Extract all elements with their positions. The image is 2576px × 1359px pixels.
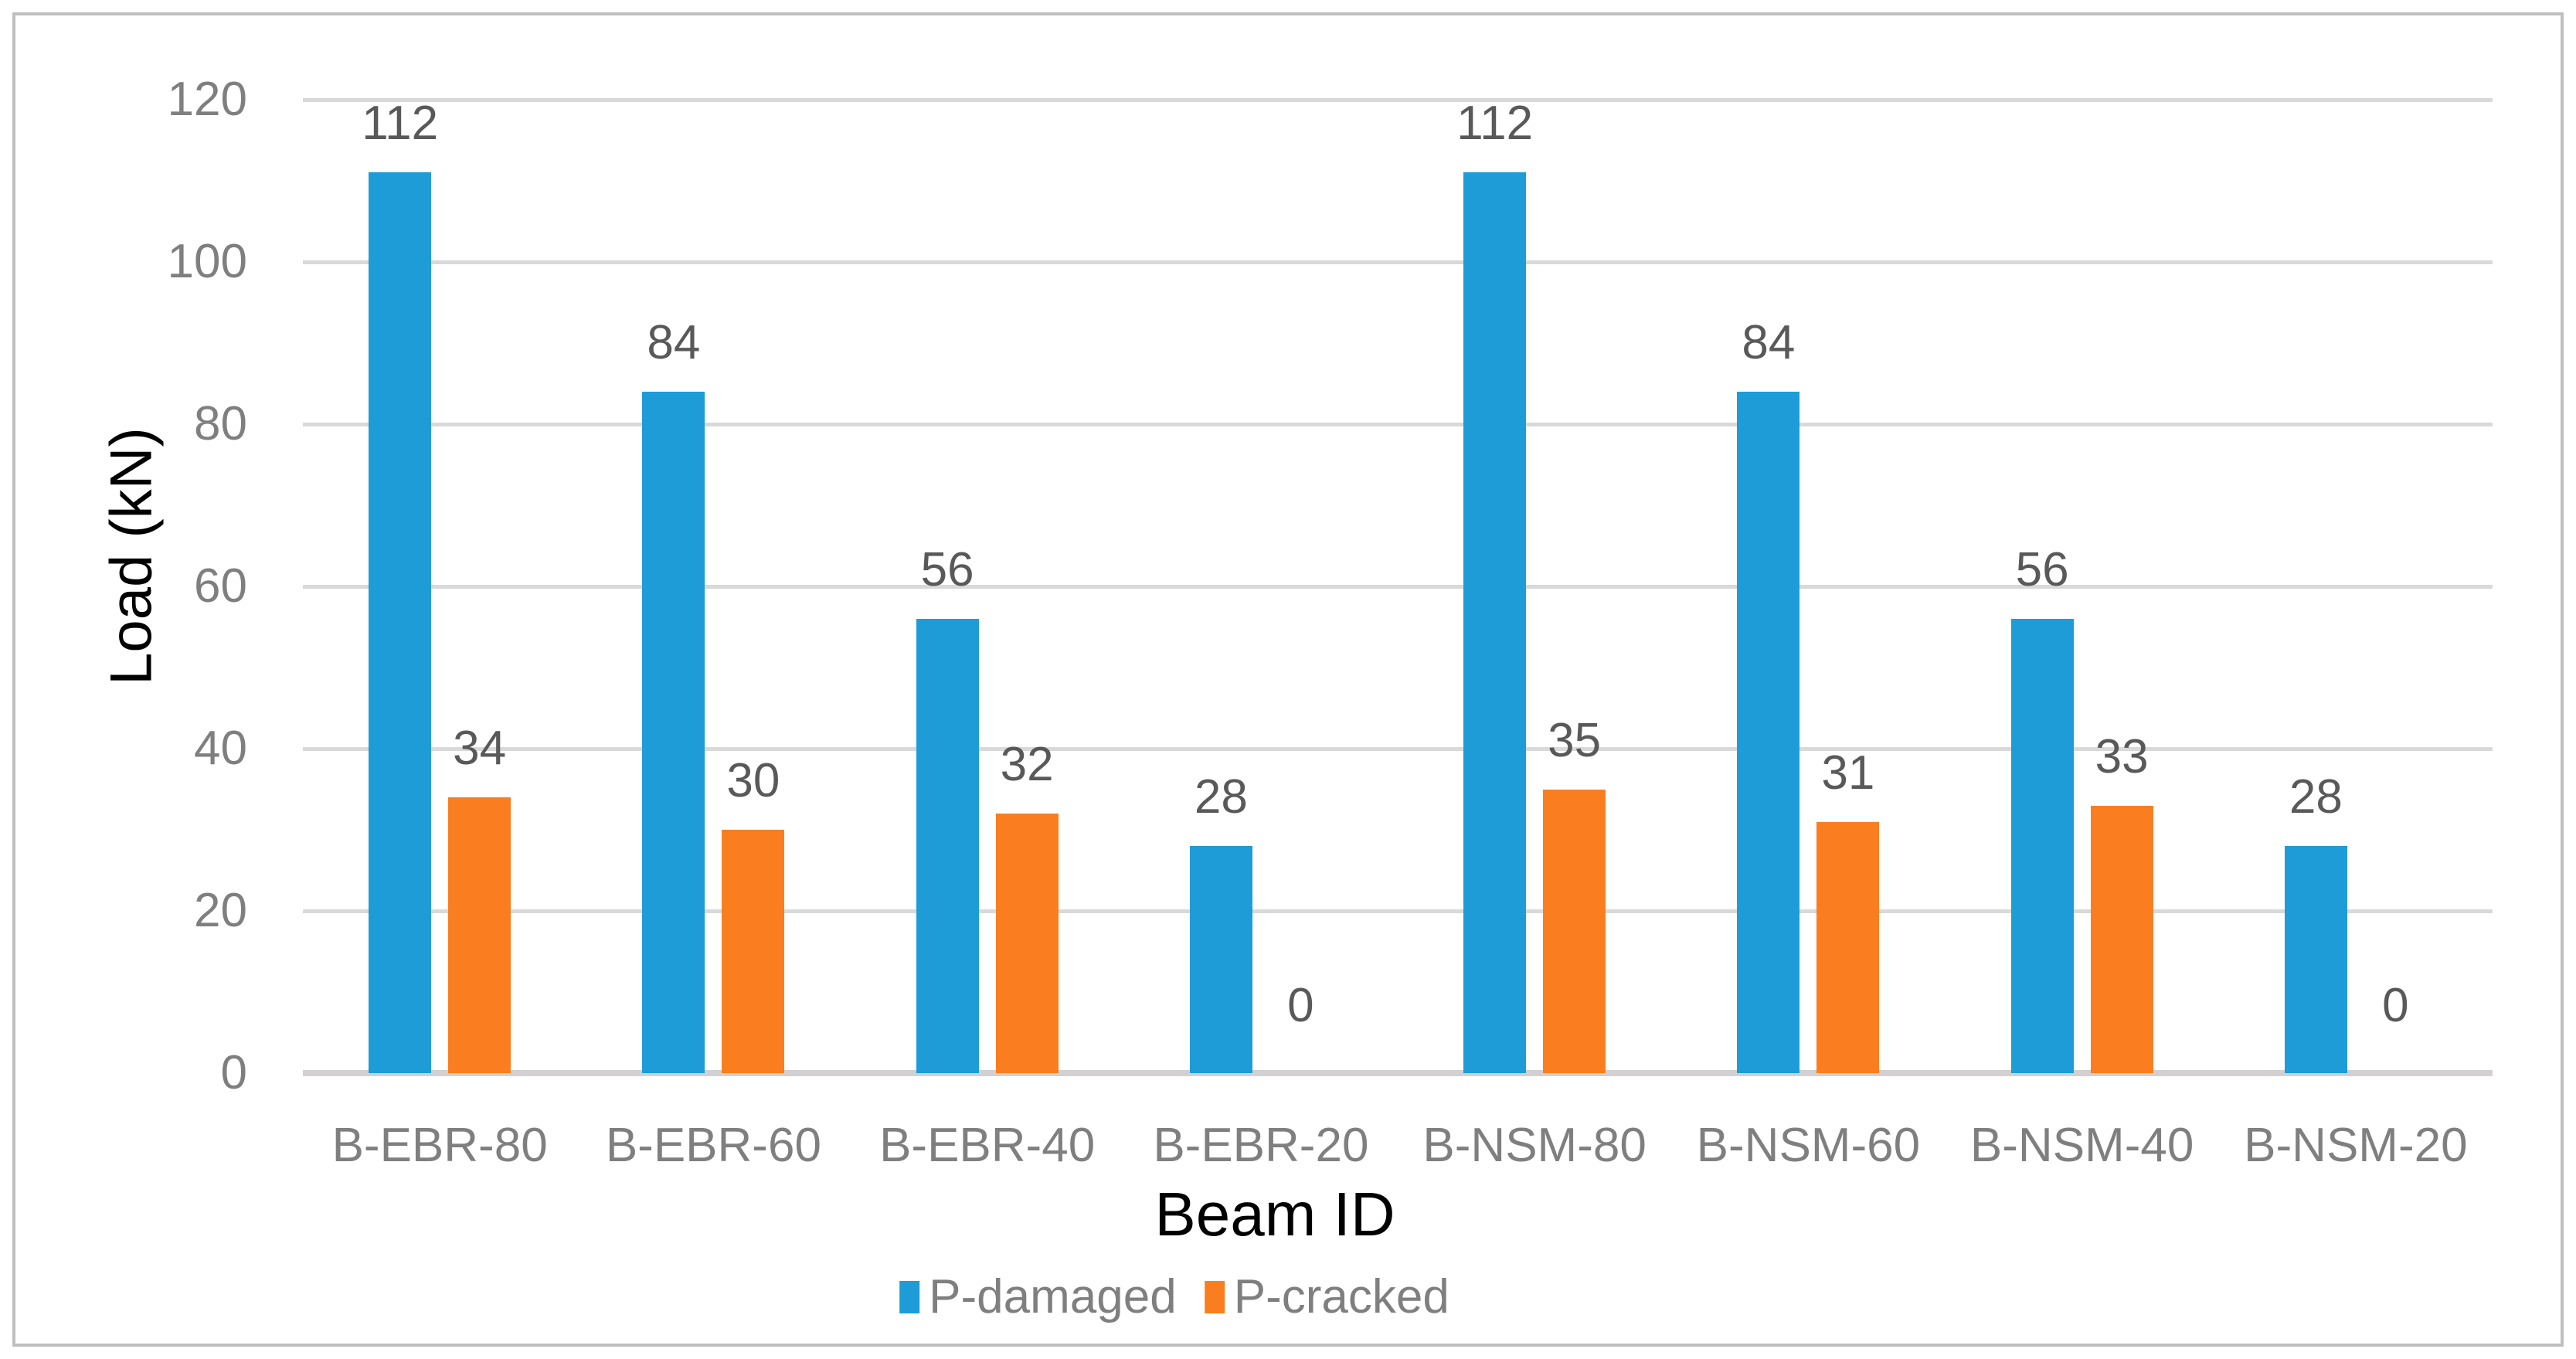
y-tick-label-0: 0 bbox=[220, 1046, 247, 1099]
data-label: 32 bbox=[1000, 738, 1054, 791]
bar-p-damaged bbox=[2284, 846, 2347, 1073]
x-axis-tick-labels: B-EBR-80 B-EBR-60 B-EBR-40 B-EBR-20 B-NSM-80… bbox=[303, 1119, 2493, 1173]
x-axis-title: Beam ID bbox=[1154, 1180, 1395, 1249]
data-label: 0 bbox=[1287, 979, 1314, 1032]
data-label: 33 bbox=[2095, 729, 2149, 783]
x-tick-label-b-ebr-40: B-EBR-40 bbox=[879, 1119, 1096, 1172]
bar-slot-p-cracked: 0 bbox=[1269, 100, 1332, 1073]
bar-group-b-nsm-60: 84 31 bbox=[1671, 100, 1945, 1073]
bar-group-b-nsm-20: 28 0 bbox=[2219, 100, 2493, 1073]
data-label: 84 bbox=[1742, 316, 1796, 369]
x-tick-label-b-nsm-60: B-NSM-60 bbox=[1696, 1119, 1921, 1172]
data-label: 28 bbox=[2289, 770, 2343, 824]
legend-item-p-damaged: P-damaged bbox=[899, 1273, 1177, 1321]
bar-group-b-ebr-40: 56 32 bbox=[851, 100, 1124, 1073]
y-tick-label-120: 120 bbox=[167, 73, 247, 126]
bar-group-b-ebr-80: 112 34 bbox=[303, 100, 576, 1073]
bar-slot-p-damaged: 112 bbox=[1456, 100, 1533, 1073]
y-tick-label-20: 20 bbox=[194, 884, 247, 937]
bar-slot-p-cracked: 0 bbox=[2364, 100, 2427, 1073]
data-label: 28 bbox=[1194, 770, 1248, 824]
legend: P-damaged P-cracked bbox=[899, 1273, 1449, 1321]
bar-slot-p-damaged: 28 bbox=[1189, 100, 1252, 1073]
gridline-100 bbox=[303, 260, 2493, 264]
data-label: 35 bbox=[1548, 713, 1602, 767]
bar-p-damaged bbox=[916, 619, 979, 1073]
bar-slot-p-damaged: 84 bbox=[1737, 100, 1800, 1073]
bar-p-damaged bbox=[1463, 172, 1527, 1073]
bar-slot-p-cracked: 31 bbox=[1816, 100, 1880, 1073]
plot-area: 112 34 84 30 56 32 28 0 112 35 84 31 56 33 28 0 bbox=[303, 97, 2493, 1076]
bar-p-cracked bbox=[1816, 821, 1880, 1073]
legend-item-p-cracked: P-cracked bbox=[1204, 1270, 1449, 1323]
bar-slot-p-damaged: 84 bbox=[642, 100, 705, 1073]
bar-group-b-ebr-20: 28 0 bbox=[1124, 100, 1398, 1073]
x-axis-line bbox=[303, 1070, 2493, 1076]
y-tick-label-100: 100 bbox=[167, 235, 247, 288]
bar-slot-p-cracked: 33 bbox=[2090, 100, 2153, 1073]
gridline-40 bbox=[303, 746, 2493, 751]
legend-marker-p-cracked bbox=[1204, 1281, 1225, 1313]
data-label: 84 bbox=[647, 316, 701, 369]
y-tick-label-80: 80 bbox=[194, 397, 247, 450]
data-label: 56 bbox=[2015, 543, 2069, 596]
bar-slot-p-damaged: 28 bbox=[2284, 100, 2347, 1073]
bar-group-b-ebr-60: 84 30 bbox=[576, 100, 850, 1073]
bar-p-damaged bbox=[642, 392, 705, 1073]
legend-marker-p-damaged bbox=[899, 1281, 920, 1313]
bar-slot-p-damaged: 56 bbox=[2010, 100, 2074, 1073]
bar-p-damaged bbox=[369, 172, 432, 1073]
bar-slot-p-cracked: 35 bbox=[1543, 100, 1606, 1073]
gridline-80 bbox=[303, 422, 2493, 426]
bar-slot-p-cracked: 32 bbox=[995, 100, 1059, 1073]
x-tick-label-b-ebr-80: B-EBR-80 bbox=[331, 1119, 548, 1172]
data-label: 30 bbox=[726, 754, 780, 807]
bar-groups: 112 34 84 30 56 32 28 0 112 35 84 31 56 33 28 0 bbox=[303, 100, 2493, 1073]
bar-slot-p-cracked: 34 bbox=[448, 100, 511, 1073]
bar-group-b-nsm-80: 112 35 bbox=[1398, 100, 1671, 1073]
data-label: 0 bbox=[2382, 979, 2409, 1032]
gridline-60 bbox=[303, 584, 2493, 589]
data-label: 112 bbox=[1456, 97, 1534, 150]
bar-p-cracked bbox=[722, 830, 785, 1073]
bar-p-cracked bbox=[448, 797, 511, 1073]
chart-frame: Load (kN) 112 34 84 30 56 32 28 0 112 35 84 31 56 33 2… bbox=[12, 12, 2564, 1347]
bar-p-damaged bbox=[2010, 619, 2074, 1073]
bar-p-damaged bbox=[1189, 846, 1252, 1073]
x-tick-label-b-ebr-20: B-EBR-20 bbox=[1153, 1119, 1369, 1172]
bar-p-cracked bbox=[995, 814, 1059, 1073]
bar-group-b-nsm-40: 56 33 bbox=[1946, 100, 2219, 1073]
bar-p-damaged bbox=[1737, 392, 1800, 1073]
data-label: 112 bbox=[362, 97, 439, 150]
bar-p-cracked bbox=[2090, 805, 2153, 1073]
y-tick-label-60: 60 bbox=[194, 559, 247, 613]
x-tick-label-b-nsm-20: B-NSM-20 bbox=[2244, 1119, 2468, 1172]
gridline-20 bbox=[303, 909, 2493, 913]
data-label: 34 bbox=[453, 722, 507, 775]
legend-label-p-damaged: P-damaged bbox=[929, 1270, 1177, 1323]
bar-slot-p-damaged: 112 bbox=[362, 100, 438, 1073]
y-tick-label-40: 40 bbox=[194, 722, 247, 775]
y-axis-tick-labels: 0 20 40 60 80 100 120 bbox=[15, 76, 247, 1097]
bar-slot-p-cracked: 30 bbox=[722, 100, 785, 1073]
x-tick-label-b-nsm-80: B-NSM-80 bbox=[1422, 1119, 1647, 1172]
gridline-120 bbox=[303, 97, 2493, 102]
bar-slot-p-damaged: 56 bbox=[916, 100, 979, 1073]
legend-label-p-cracked: P-cracked bbox=[1233, 1270, 1449, 1323]
x-tick-label-b-nsm-40: B-NSM-40 bbox=[1969, 1119, 2194, 1172]
x-tick-label-b-ebr-60: B-EBR-60 bbox=[605, 1119, 821, 1172]
bar-p-cracked bbox=[1543, 789, 1606, 1073]
data-label: 56 bbox=[920, 543, 974, 596]
data-label: 31 bbox=[1821, 746, 1875, 800]
